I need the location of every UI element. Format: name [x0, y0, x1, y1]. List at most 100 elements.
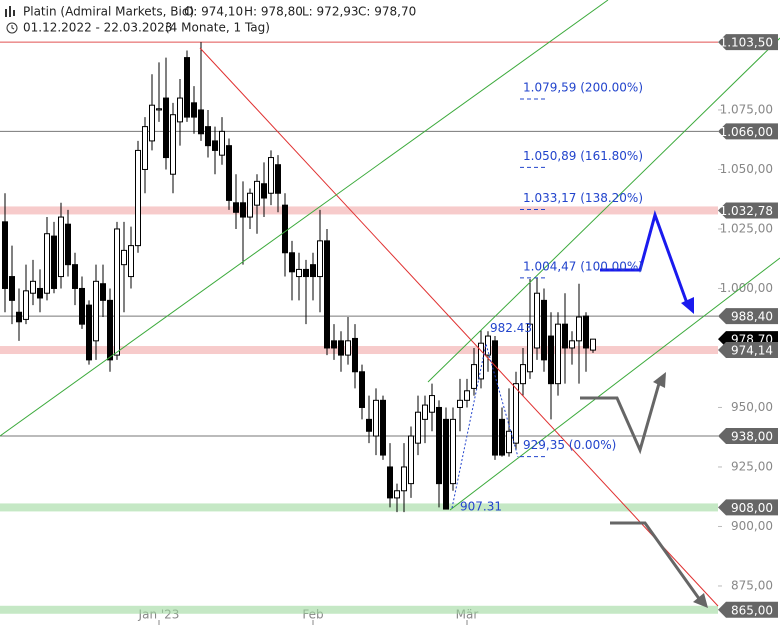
candle-body: [184, 57, 190, 118]
level-label: 974,14: [731, 344, 773, 358]
arrow: [580, 379, 662, 455]
candle-body: [429, 395, 435, 413]
level-label: 988,40: [731, 310, 773, 324]
fib-label: 1.033,17 (138.20%): [523, 191, 643, 205]
level-label-box: [718, 123, 778, 140]
candle-body: [443, 418, 449, 510]
arrow-head: [681, 297, 694, 314]
candle-body: [471, 364, 477, 389]
level-label-box: [718, 342, 778, 359]
header: Platin (Admiral Markets, Bid) O: 974,10 …: [5, 5, 416, 35]
candle-body: [79, 287, 85, 325]
candle-body: [2, 221, 8, 289]
clock-icon: [11, 25, 15, 30]
candle-body: [191, 102, 197, 118]
candle-body: [450, 418, 456, 485]
candle-body: [261, 183, 267, 199]
candle-body: [268, 157, 274, 194]
date-span: (4 Monate, 1 Tag): [165, 21, 270, 35]
level-label-box: [718, 499, 778, 516]
level-label-box: [718, 428, 778, 445]
trend-line: [427, 37, 780, 383]
level-label-box: [718, 308, 778, 325]
candle-body: [541, 299, 547, 361]
level-label-box: [718, 601, 778, 618]
candle-body: [23, 290, 29, 320]
candle-body: [44, 233, 50, 294]
candle-body: [464, 390, 470, 401]
level-band: [0, 206, 718, 215]
candle-body: [345, 340, 351, 356]
candle-body: [212, 140, 218, 151]
y-tick-label: 1.075,00: [720, 102, 773, 116]
icon: [5, 9, 7, 17]
candle-body: [240, 202, 246, 218]
candle-body: [569, 340, 575, 349]
clock-icon: [6, 22, 18, 34]
candle-body: [576, 316, 582, 342]
candle-body: [338, 340, 344, 356]
y-tick-label: 875,00: [731, 578, 773, 592]
level-label: 1.066,00: [720, 125, 773, 139]
candle-body: [163, 97, 169, 159]
title: Platin (Admiral Markets, Bid): [23, 5, 194, 19]
candle-body: [219, 130, 225, 156]
y-tick-label: 950,00: [731, 400, 773, 414]
candle-body: [310, 264, 316, 278]
fib-connector: [451, 343, 519, 509]
candle-body: [352, 337, 358, 373]
candle-body: [226, 145, 232, 201]
level-label: 865,00: [731, 603, 773, 617]
candle-body: [93, 280, 99, 342]
candle-body: [9, 276, 15, 301]
icon: [9, 6, 11, 17]
candle-body: [149, 104, 155, 142]
y-tick-label: 1.025,00: [720, 221, 773, 235]
candle-body: [100, 283, 106, 301]
y-tick-label: 1.050,00: [720, 162, 773, 176]
candle-body: [436, 406, 442, 485]
candle-body: [247, 192, 253, 218]
candle-body: [583, 315, 589, 349]
trend-line: [0, 0, 609, 437]
candle-body: [548, 335, 554, 385]
candle-body: [555, 323, 561, 385]
candle-body: [30, 280, 36, 294]
candle-body: [324, 240, 330, 349]
candle-body: [37, 287, 43, 299]
level-band: [0, 346, 718, 355]
arrow: [610, 521, 702, 601]
candle-body: [408, 435, 414, 485]
candle-body: [72, 264, 78, 289]
candle-body: [562, 323, 568, 349]
foreground-layer: 1.103,501.066,001.032,78988,40978,70974,…: [460, 34, 778, 618]
candle-body: [401, 466, 407, 492]
candle-body: [86, 304, 92, 361]
level-band: [0, 503, 718, 512]
level-band: [0, 605, 718, 614]
candle-body: [65, 223, 71, 266]
y-tick-label: 925,00: [731, 459, 773, 473]
candle-body: [233, 202, 239, 213]
level-label: 938,00: [731, 430, 773, 444]
background-layer: 1.075,00 1.050,00 1.025,00 1.000,00 950,00 92…: [0, 41, 773, 625]
fib-label: 1.050,89 (161.80%): [523, 149, 643, 163]
candle-body: [128, 245, 134, 278]
ohlc-low: L: 972,93: [302, 5, 359, 19]
candle-body: [499, 418, 505, 456]
candle-body: [121, 249, 127, 266]
candle-body: [282, 204, 288, 254]
candle-body: [520, 364, 526, 385]
level-label-box: [718, 202, 778, 219]
trend-line: [449, 257, 780, 511]
candle-body: [415, 411, 421, 444]
annotation: 907.31: [460, 500, 502, 514]
candle-body: [359, 371, 365, 408]
candle-body: [254, 180, 260, 206]
candle-body: [492, 340, 498, 456]
annotation: 982.43: [490, 321, 532, 335]
candle-body: [205, 126, 211, 147]
candle-body: [422, 404, 428, 420]
ohlc-open: O: 974,10: [184, 5, 243, 19]
